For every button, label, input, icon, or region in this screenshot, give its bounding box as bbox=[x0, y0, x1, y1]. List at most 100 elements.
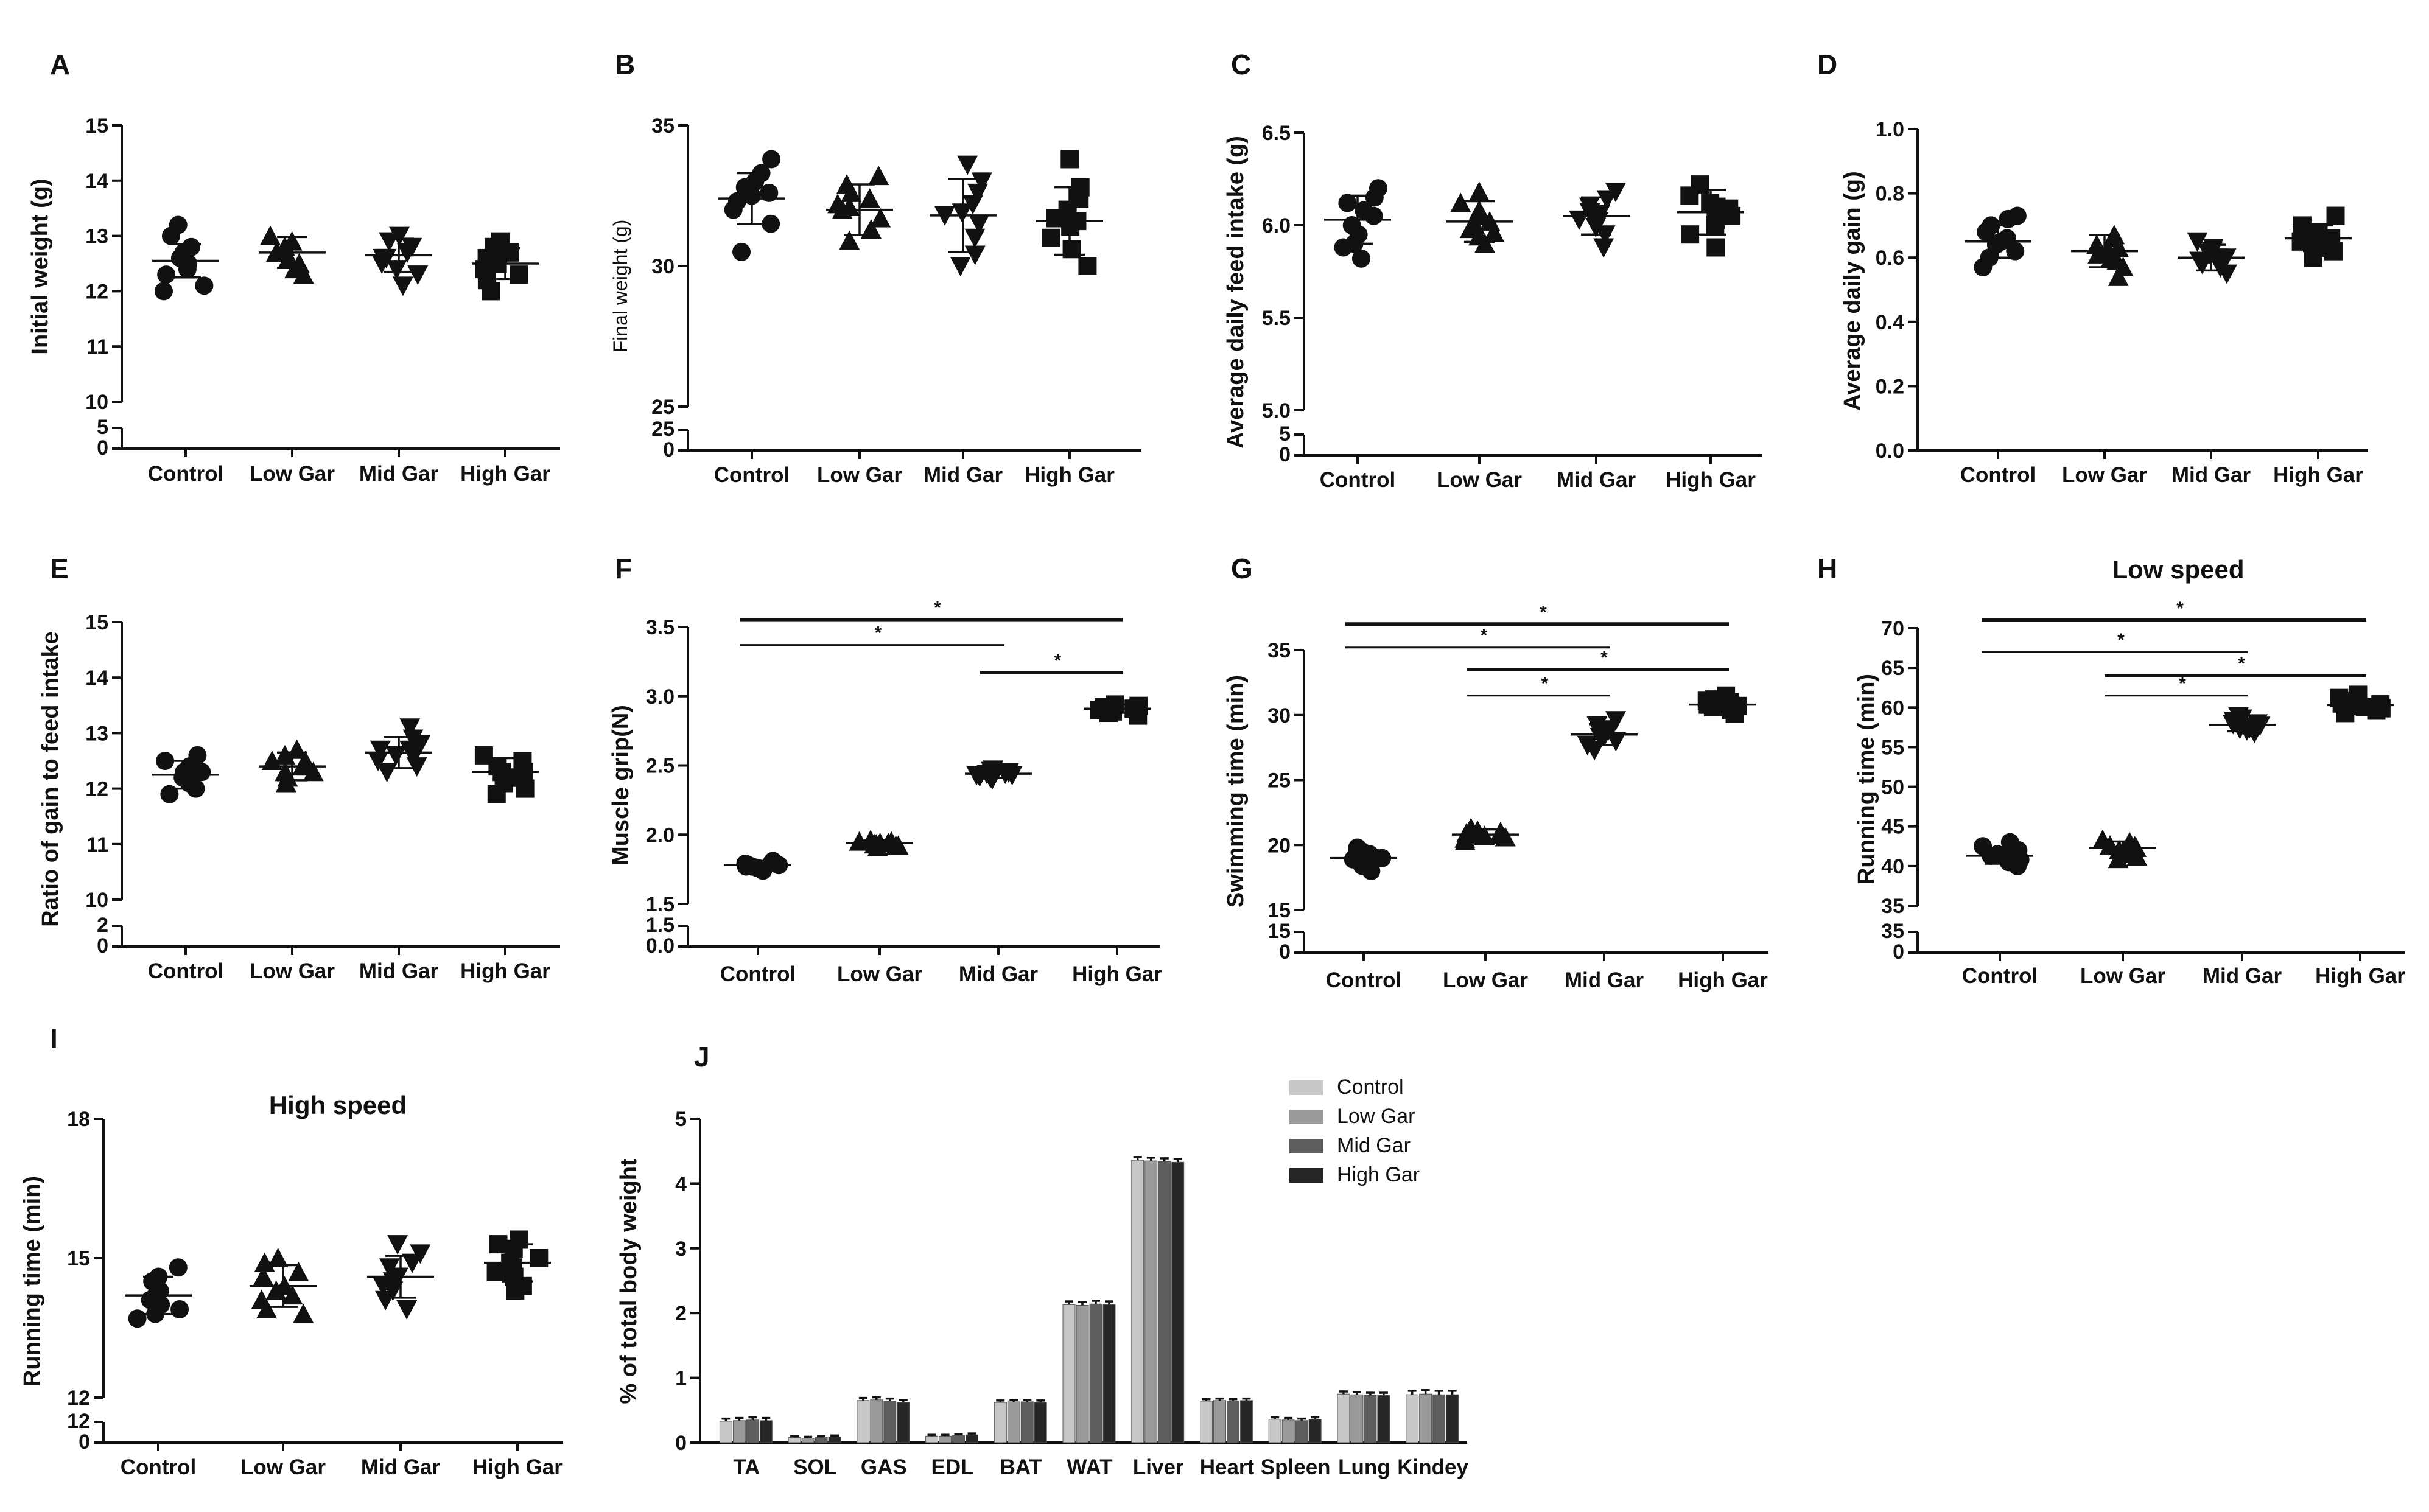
legend-swatch bbox=[1289, 1139, 1323, 1153]
y-break-tick-label: 0 bbox=[1893, 940, 1904, 964]
y-tick-label: 2 bbox=[675, 1302, 687, 1325]
x-tick-label: Mid Gar bbox=[924, 463, 1003, 487]
bar bbox=[1239, 1400, 1253, 1443]
panel-c: C Average daily feed intake (g) 5.0 5.5 6.0 6… bbox=[1223, 49, 1762, 492]
y-tick-label: 18 bbox=[67, 1108, 90, 1131]
data-point bbox=[1997, 229, 2016, 248]
y-tick-label: 25 bbox=[1267, 769, 1291, 793]
x-tick-label: High Gar bbox=[2315, 964, 2405, 988]
data-point bbox=[260, 225, 281, 245]
x-tick-label: BAT bbox=[1000, 1455, 1042, 1479]
y-break-tick-label: 12 bbox=[67, 1410, 90, 1433]
y-axis-title: Muscle grip(N) bbox=[608, 705, 634, 866]
data-point bbox=[1078, 257, 1097, 275]
y-tick-label: 15 bbox=[1267, 899, 1291, 922]
y-tick-label: 45 bbox=[1881, 816, 1904, 839]
y-tick-label: 12 bbox=[85, 280, 108, 303]
data-point bbox=[275, 761, 296, 782]
x-tick-label: SOL bbox=[793, 1455, 837, 1479]
data-point bbox=[1579, 197, 1600, 217]
y-tick-label: 55 bbox=[1881, 736, 1904, 759]
y-tick-label: 14 bbox=[85, 170, 108, 193]
legend-swatch bbox=[1289, 1080, 1323, 1095]
x-tick-label: Low Gar bbox=[250, 959, 335, 983]
data-point bbox=[1590, 205, 1611, 225]
bar bbox=[1020, 1401, 1034, 1443]
bar bbox=[925, 1435, 939, 1443]
bar bbox=[939, 1435, 952, 1443]
data-point bbox=[399, 740, 421, 760]
legend: Control Low Gar Mid Gar High Gar bbox=[1289, 1076, 1420, 1186]
significance-label: * bbox=[934, 598, 941, 618]
bar bbox=[1432, 1394, 1446, 1443]
bar bbox=[1446, 1394, 1459, 1443]
y-axis-title: % of total body weight bbox=[616, 1158, 642, 1404]
x-tick-label: Control bbox=[720, 962, 796, 986]
data-point bbox=[510, 1230, 528, 1249]
data-point bbox=[2008, 206, 2027, 225]
y-tick-label: 10 bbox=[85, 391, 108, 414]
y-axis-title: Running time (min) bbox=[19, 1176, 45, 1387]
bar bbox=[1171, 1161, 1185, 1443]
data-point bbox=[530, 1249, 549, 1267]
y-tick-label: 3.5 bbox=[646, 616, 675, 639]
y-tick-label: 35 bbox=[651, 114, 675, 138]
data-point bbox=[732, 242, 751, 261]
significance-label: * bbox=[2179, 674, 2186, 694]
data-point bbox=[1484, 222, 1505, 242]
panel-letter: F bbox=[615, 553, 632, 584]
panel-letter: A bbox=[50, 49, 70, 80]
data-point bbox=[379, 1258, 400, 1278]
x-tick-label: Lung bbox=[1338, 1455, 1390, 1479]
data-point bbox=[293, 264, 314, 284]
y-tick-label: 1.5 bbox=[646, 893, 675, 916]
bar bbox=[1158, 1161, 1171, 1443]
panel-a: A Initial weight (g) 10 11 12 13 14 15 50 Control… bbox=[27, 49, 560, 486]
x-tick-label: Control bbox=[121, 1455, 196, 1479]
x-tick-label: Low Gar bbox=[240, 1455, 326, 1479]
bar bbox=[1131, 1160, 1144, 1443]
panel-letter: B bbox=[615, 49, 635, 80]
y-break-tick-label: 0 bbox=[97, 934, 108, 957]
y-break-tick-label: 1.5 bbox=[646, 914, 675, 937]
data-point bbox=[170, 1300, 189, 1318]
data-point bbox=[169, 215, 188, 234]
data-point bbox=[295, 751, 316, 770]
data-point bbox=[870, 208, 891, 228]
x-tick-label: TA bbox=[733, 1455, 760, 1479]
data-point bbox=[288, 1261, 309, 1281]
data-point bbox=[174, 768, 192, 787]
x-tick-label: Low Gar bbox=[817, 463, 902, 487]
x-tick-label: High Gar bbox=[472, 1455, 563, 1479]
x-tick-label: High Gar bbox=[1666, 468, 1756, 492]
bar bbox=[788, 1437, 801, 1443]
data-point bbox=[1697, 691, 1716, 710]
x-tick-label: Control bbox=[1960, 463, 2036, 487]
x-tick-label: Mid Gar bbox=[359, 462, 439, 486]
data-point bbox=[410, 1244, 431, 1264]
data-point bbox=[2187, 232, 2208, 252]
x-tick-label: Low Gar bbox=[250, 462, 335, 486]
data-point bbox=[2355, 697, 2374, 716]
data-point bbox=[2011, 850, 2030, 869]
y-tick-label: 35 bbox=[1267, 639, 1291, 662]
bar bbox=[828, 1436, 841, 1443]
significance-label: * bbox=[1600, 648, 1608, 668]
bar bbox=[801, 1438, 815, 1443]
bar bbox=[870, 1399, 883, 1443]
x-tick-label: High Gar bbox=[1025, 463, 1115, 487]
data-point bbox=[486, 1262, 505, 1281]
x-tick-label: Mid Gar bbox=[959, 962, 1039, 986]
data-point bbox=[178, 260, 197, 279]
y-break-tick-label: 0 bbox=[1279, 940, 1291, 964]
data-point bbox=[849, 831, 870, 851]
data-point bbox=[282, 1285, 303, 1305]
y-tick-label: 11 bbox=[86, 335, 108, 359]
data-point bbox=[1450, 192, 1471, 212]
x-tick-label: Control bbox=[148, 959, 223, 983]
bar bbox=[897, 1402, 910, 1443]
data-point bbox=[195, 276, 214, 295]
panel-title: High speed bbox=[269, 1091, 407, 1119]
